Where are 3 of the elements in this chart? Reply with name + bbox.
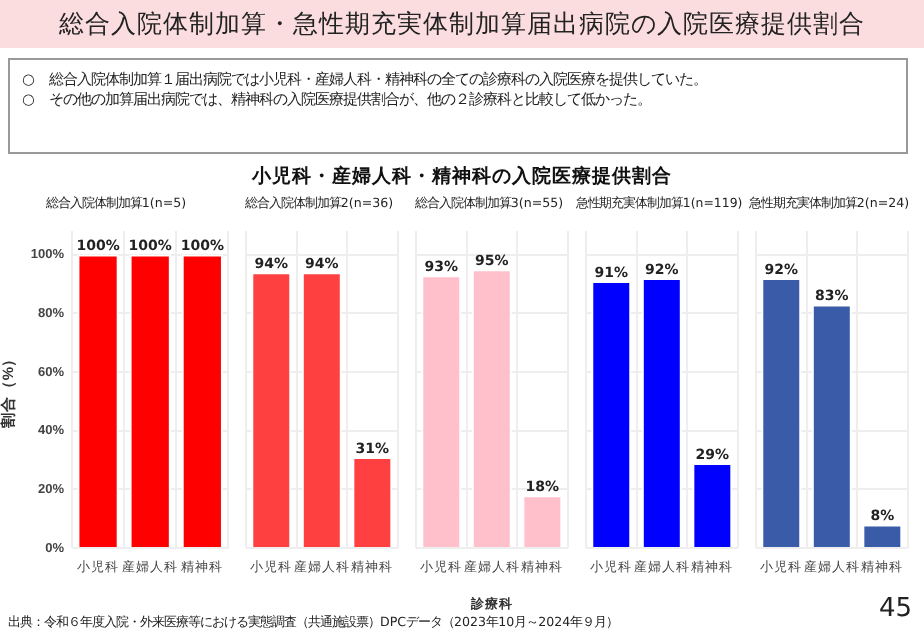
text: 小児科・産婦人科・精神科の入院医療提供割合 [249,164,674,190]
text: 45 [878,594,912,624]
text: 総合入院体制加算・急性期充実体制加算届出病院の入院医療提供割合 [0,0,924,48]
